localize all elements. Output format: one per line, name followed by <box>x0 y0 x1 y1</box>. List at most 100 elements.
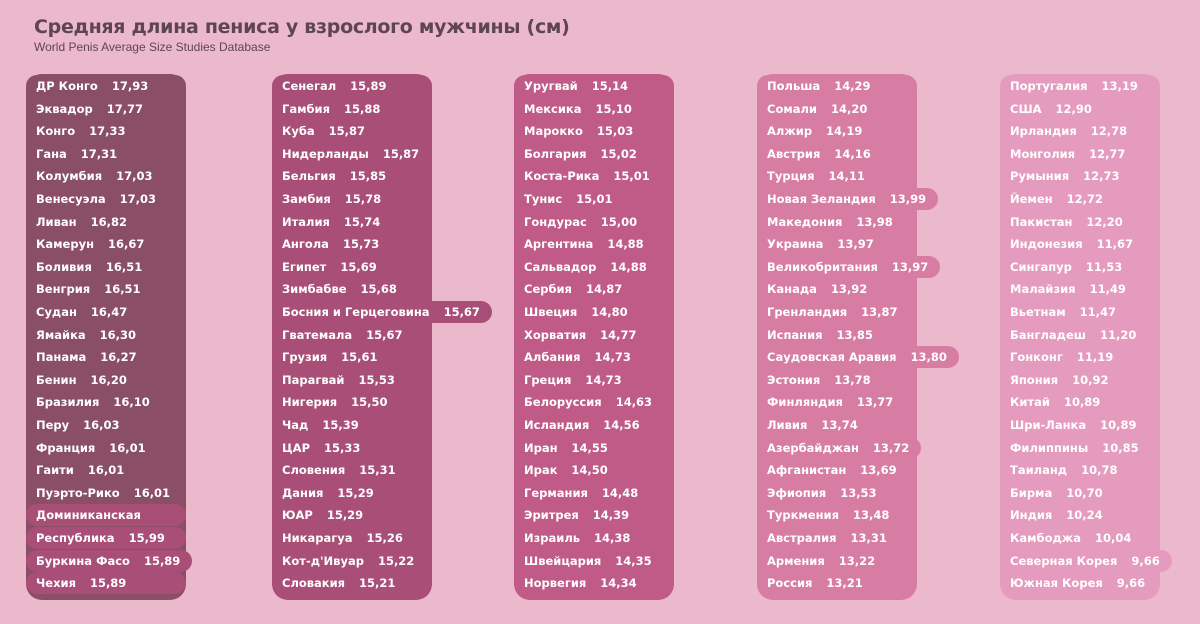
bar-row: Алжир 14,19 <box>757 120 917 143</box>
country-label: Эстония <box>767 372 821 387</box>
country-label: Россия <box>767 576 813 591</box>
bar-row: Греция 14,73 <box>514 368 674 391</box>
country-label: Украина <box>767 237 824 252</box>
country-label: Швейцария <box>524 553 602 568</box>
country-label: Словакия <box>282 576 346 591</box>
country-label: Македония <box>767 214 843 229</box>
bar-row: Великобритания 13,97 <box>757 255 941 278</box>
bar-row: Колумбия 17,03 <box>26 165 186 188</box>
value-label: 15,69 <box>340 259 377 274</box>
value-label: 12,20 <box>1086 214 1123 229</box>
value-label: 16,30 <box>99 327 137 342</box>
bar-row: Бразилия 16,10 <box>26 391 186 414</box>
bar-row: Австрия 14,16 <box>757 142 917 165</box>
value-label: 14,87 <box>585 282 623 297</box>
country-label: Ирландия <box>1010 124 1077 139</box>
bar-row: Мексика 15,10 <box>514 97 674 120</box>
country-label: Парагвай <box>282 372 345 387</box>
country-label: ДР Конго <box>36 79 98 93</box>
value-label: 13,78 <box>834 372 871 387</box>
country-label: Камерун <box>36 237 95 252</box>
value-label: 12,78 <box>1090 124 1128 139</box>
country-label: Босния и Герцеговина <box>282 305 430 319</box>
bar-row: Египет 15,69 <box>272 255 432 278</box>
country-label: Нигерия <box>282 395 338 410</box>
bar-row: Вьетнам 11,47 <box>1000 301 1160 323</box>
bar-row: Новая Зеландия 13,99 <box>757 188 939 210</box>
bar-row: Бангладеш 11,20 <box>1000 323 1160 346</box>
country-label: Белоруссия <box>524 395 602 410</box>
bar-row: ЮАР 15,29 <box>272 504 432 527</box>
bar-row: Сербия 14,87 <box>514 278 674 301</box>
country-label: Никарагуа <box>282 531 353 545</box>
country-label: Бельгия <box>282 169 336 184</box>
value-label: 15,85 <box>349 169 387 184</box>
bar-row: Грузия 15,61 <box>272 346 432 369</box>
value-label: 17,77 <box>106 101 144 116</box>
bar-row: Дания 15,29 <box>272 481 432 504</box>
country-label: Аргентина <box>524 237 594 252</box>
value-label: 15,03 <box>596 124 634 139</box>
bar-row: Нидерланды 15,87 <box>272 142 432 165</box>
value-label: 15,22 <box>377 553 415 568</box>
country-label: Вьетнам <box>1010 305 1066 319</box>
value-label: 16,67 <box>108 237 145 252</box>
value-label: 15,89 <box>143 553 181 568</box>
bar-row: Нигерия 15,50 <box>272 391 432 414</box>
bar-row: Гаити 16,01 <box>26 459 186 482</box>
country-label: США <box>1010 101 1042 116</box>
bar-row: Индия 10,24 <box>1000 504 1160 527</box>
bar-row: Босния и Герцеговина 15,67 <box>272 301 492 323</box>
value-label: 13,69 <box>860 463 897 478</box>
value-label: 14,16 <box>834 146 871 161</box>
bar-row: Аргентина 14,88 <box>514 233 674 256</box>
bar-row: Япония 10,92 <box>1000 368 1160 391</box>
bar-row: Буркина Фасо 15,89 <box>26 549 193 572</box>
country-label: Норвегия <box>524 576 587 591</box>
bar-row: Иран 14,55 <box>514 436 674 459</box>
bar-row: Словения 15,31 <box>272 459 432 482</box>
country-label: ЮАР <box>282 508 313 523</box>
country-label: Пакистан <box>1010 214 1073 229</box>
country-label: Уругвай <box>524 79 578 93</box>
value-label: 13,80 <box>910 350 947 365</box>
country-label: Турция <box>767 169 815 184</box>
bar-row: Норвегия 14,34 <box>514 572 674 595</box>
bar-row: Сингапур 11,53 <box>1000 255 1160 278</box>
bar-row: Гонконг 11,19 <box>1000 346 1160 369</box>
bar-row: Ангола 15,73 <box>272 233 432 256</box>
value-label: 15,01 <box>576 192 613 206</box>
value-label: 13,19 <box>1101 79 1138 93</box>
bar-row: Швейцария 14,35 <box>514 549 674 572</box>
value-label: 13,92 <box>830 282 868 297</box>
country-label: Бангладеш <box>1010 327 1086 342</box>
bar-row: Ирак 14,50 <box>514 459 674 482</box>
bar-row: Украина 13,97 <box>757 233 917 256</box>
value-label: 15,68 <box>360 282 397 297</box>
bar-row: Филиппины 10,85 <box>1000 436 1160 459</box>
bar-row: Гана 17,31 <box>26 142 186 165</box>
value-label: 15,67 <box>366 327 403 342</box>
value-label: 14,50 <box>571 463 608 478</box>
chart-subtitle: World Penis Average Size Studies Databas… <box>34 40 271 54</box>
country-label: Таиланд <box>1010 463 1068 478</box>
value-label: 12,77 <box>1089 146 1126 161</box>
value-label: 17,31 <box>80 146 118 161</box>
bar-row: Азербайджан 13,72 <box>757 436 922 459</box>
country-label: Ливия <box>767 418 808 432</box>
value-label: 13,85 <box>836 327 873 342</box>
bar-row: Гватемала 15,67 <box>272 323 432 346</box>
country-label: Южная Корея <box>1010 576 1103 591</box>
bar-row: Коста-Рика 15,01 <box>514 165 674 188</box>
bar-row: Исландия 14,56 <box>514 414 674 436</box>
value-label: 15,87 <box>328 124 366 139</box>
value-label: 14,39 <box>592 508 630 523</box>
bar-row: Уругвай 15,14 <box>514 75 674 97</box>
value-label: 9,66 <box>1131 553 1160 568</box>
value-label: 16,51 <box>105 259 143 274</box>
bar-row: Туркмения 13,48 <box>757 504 917 527</box>
bar-row: Доминиканская <box>26 504 186 527</box>
value-label: 13,74 <box>821 418 858 432</box>
value-label: 10,89 <box>1063 395 1101 410</box>
